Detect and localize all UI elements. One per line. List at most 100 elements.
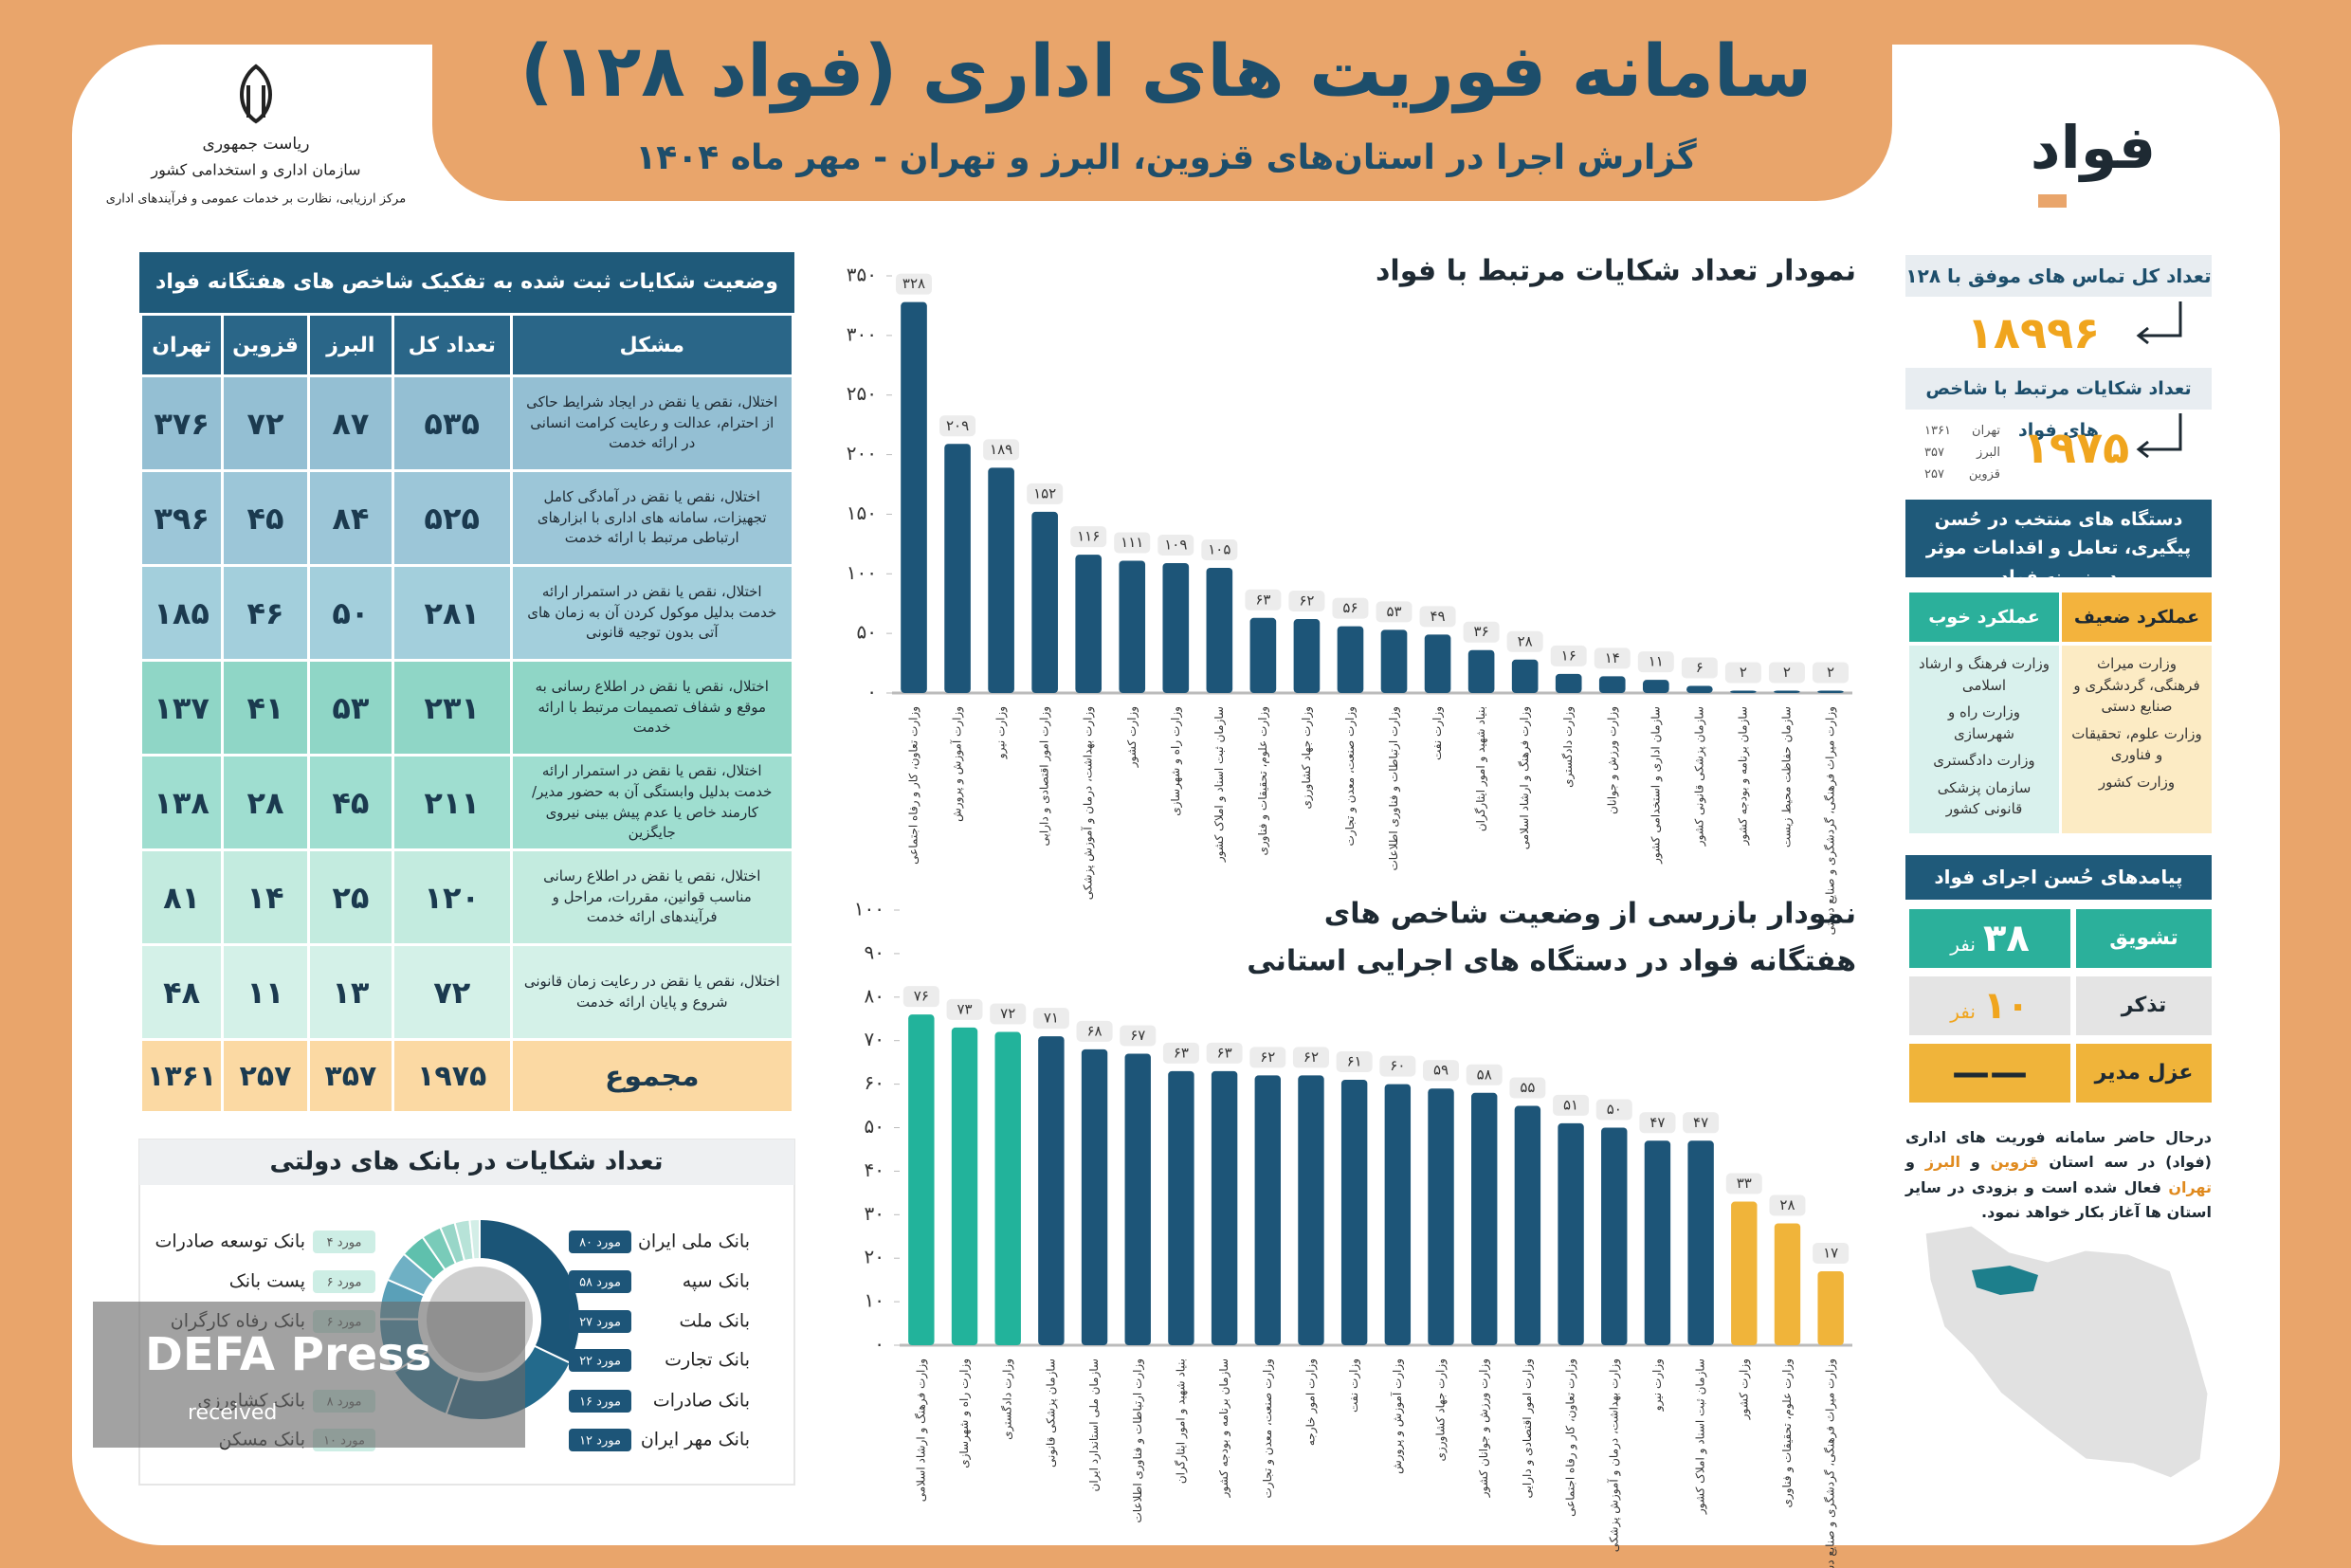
table-number: ۸۴ [309, 472, 392, 564]
province-value: ۱۳۶۱ [1924, 424, 1951, 438]
province: البرز [1977, 446, 2000, 460]
legend-badge [313, 1231, 375, 1253]
table-number: ۵۲۵ [393, 472, 510, 564]
table-number: ۱۳۷ [142, 662, 222, 754]
value-badge [896, 273, 933, 295]
legend-badge [569, 1429, 631, 1451]
value-badge [1336, 1051, 1373, 1073]
x-tick-label: وزارت ارتباطات و فناوری اطلاعات [1131, 1358, 1145, 1522]
legend-label: بانک تجارت [665, 1350, 750, 1371]
bar [1511, 659, 1539, 693]
calls-label: تعداد کل تماس های موفق با ۱۲۸ [1905, 255, 2212, 297]
breakdown-row: البرز ۳۵۷ [1924, 446, 2000, 460]
value-label: ۶۲ [1260, 1048, 1275, 1066]
bar [1424, 634, 1451, 693]
y-tick-label: ۳۰۰ [847, 322, 877, 345]
legend-badge [569, 1310, 631, 1333]
table-number: ۱۲۰ [393, 851, 510, 943]
value-badge [1157, 534, 1194, 556]
bar [1644, 1140, 1671, 1345]
bar [994, 1031, 1021, 1345]
y-tick-label: ۷۰ [865, 1028, 884, 1050]
x-tick-label: سازمان برنامه و بودجه کشور [1217, 1358, 1231, 1498]
column-header: تعداد کل [393, 316, 510, 374]
bar [944, 444, 971, 693]
value-badge [1332, 597, 1369, 619]
table-number: ۵۳ [309, 662, 392, 754]
arrow [2136, 326, 2149, 345]
note-highlight: تهران [2168, 1177, 2212, 1196]
note-text: درحال حاضر سامانه فوریت های اداری (فواد)… [1905, 1128, 2212, 1172]
value-badge [1595, 1099, 1632, 1121]
table-row: اختلال، نقص یا نقض در اطلاع رسانی به موق… [142, 662, 792, 754]
org-item: سازمان پزشکی قانونی کشور [1937, 778, 2032, 818]
legend-label: بانک ملت [679, 1311, 750, 1332]
bar [1211, 1070, 1238, 1345]
table-number: ۸۷ [309, 377, 392, 469]
table-number: ۲۵ [309, 851, 392, 943]
table-problem: اختلال، نقص یا نقض در آمادگی کامل تجهیزا… [512, 472, 792, 564]
arrow [2136, 440, 2149, 459]
bar [1730, 690, 1757, 693]
legend-value: ۲۷ مورد [579, 1316, 621, 1330]
org-item: وزارت میراث فرهنگی، گردشگری و صنایع دستی [2073, 655, 2200, 715]
value-badge [1812, 662, 1849, 684]
y-tick-label: ۱۵۰ [847, 501, 877, 524]
x-tick-label: سازمان ملی استاندارد ایران [1087, 1358, 1102, 1491]
org-item: وزارت فرهنگ و ارشاد اسلامی [1918, 655, 2050, 694]
table-number: ۸۱ [142, 851, 222, 943]
chart-title: تعداد شکایات در بانک های دولتی [269, 1148, 663, 1176]
x-tick-label: وزارت امور خارجه [1303, 1358, 1318, 1446]
y-tick-label: ۰ [874, 1333, 884, 1356]
value-label: ۵۹ [1433, 1062, 1449, 1079]
value-badge [1681, 657, 1718, 679]
province-value: ۲۵۷ [1924, 467, 1944, 482]
value-label: ۷۶ [914, 988, 929, 1005]
x-tick-label: وزارت میراث فرهنگی، گردشگری و صنایع دستی [1823, 706, 1837, 935]
outcome-value: ۳۸ نفر [1909, 909, 2070, 968]
value-label: ۱۱ [1649, 653, 1664, 670]
value-label: ۶۳ [1255, 591, 1270, 608]
org-line: مرکز ارزیابی، نظارت بر خدمات عمومی و فرآ… [106, 191, 406, 207]
logo-accent [2038, 194, 2067, 208]
value-badge [1076, 1020, 1113, 1042]
watermark-note: received [188, 1401, 278, 1425]
province-value: ۳۵۷ [1924, 446, 1944, 460]
column-header: البرز [309, 316, 392, 374]
bar [1031, 511, 1058, 693]
x-tick-label: وزارت امور اقتصادی و دارایی [1521, 1358, 1535, 1498]
table-number: ۲۸۱ [393, 567, 510, 659]
x-tick-label: وزارت کشور [1125, 706, 1139, 768]
y-tick-label: ۰ [866, 681, 877, 703]
value-badge [1466, 1064, 1503, 1085]
value-label: ۳۶ [1474, 623, 1489, 640]
y-tick-label: ۲۰۰ [847, 442, 877, 465]
outcome-unit: نفر [1950, 933, 1976, 956]
table-header-row: مشکل تعداد کل البرز قزوین تهران [142, 316, 792, 374]
arrow [2139, 413, 2182, 451]
note-text: و [1905, 1153, 1925, 1172]
good-label: عملکرد خوب [1909, 593, 2059, 642]
bank-title-bar [139, 1140, 794, 1185]
legend-label: بانک صادرات [653, 1391, 750, 1412]
x-tick-label: وزارت تعاون، کار و رفاه اجتماعی [1564, 1358, 1578, 1517]
weak-label: عملکرد ضعیف [2062, 593, 2212, 642]
legend-badge [569, 1349, 631, 1372]
bar [988, 467, 1014, 693]
table-number: ۱۸۵ [142, 567, 222, 659]
good-list: وزارت فرهنگ و ارشاد اسلامی وزارت راه و شه… [1909, 646, 2059, 833]
table-number: ۴۱ [224, 662, 307, 754]
value-label: ۴۹ [1431, 608, 1446, 625]
outcomes-title: پیامدهای حُسن اجرای فواد [1905, 855, 2212, 900]
x-tick-label: وزارت نفت [1347, 1358, 1361, 1413]
table-row: اختلال، نقص یا نقض در استمرار ارائه خدمت… [142, 567, 792, 659]
x-tick-label: وزارت دادگستری [1001, 1358, 1015, 1440]
bar [1601, 1127, 1628, 1345]
outcome-count: ۳۸ [1982, 917, 2030, 960]
value-badge [902, 986, 939, 1008]
value-badge [1379, 1055, 1416, 1077]
table-title: وضعیت شکایات ثبت شده به تفکیک شاخص های ه… [139, 252, 794, 313]
value-label: ۶۲ [1299, 593, 1314, 610]
table-number: ۴۶ [224, 567, 307, 659]
legend-value: ۴ مورد [327, 1236, 362, 1250]
